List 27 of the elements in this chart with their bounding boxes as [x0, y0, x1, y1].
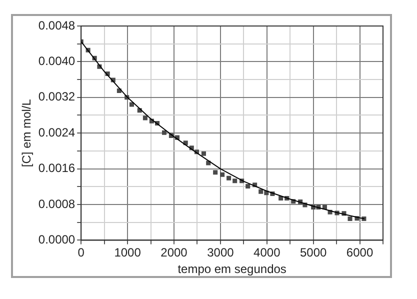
point	[129, 102, 134, 107]
point	[162, 130, 167, 135]
point	[201, 151, 206, 156]
y-tick-label: 0.0008	[38, 196, 76, 211]
y-tick-label: 0.0048	[38, 18, 76, 32]
x-tick-label: 4000	[254, 246, 281, 260]
x-tick-label: 3000	[207, 246, 234, 260]
y-tick-label: 0.0024	[38, 125, 76, 140]
y-tick-label: 0.0032	[38, 90, 76, 104]
x-tick-label: 0	[78, 246, 85, 260]
point	[232, 178, 238, 184]
y-tick-label: 0.0040	[38, 54, 76, 68]
x-tick-label: 1000	[114, 246, 142, 260]
point	[142, 116, 148, 120]
x-tick-label: 5000	[300, 246, 327, 260]
point	[258, 189, 264, 194]
y-axis-title: [C] em mol/L	[20, 98, 34, 168]
x-axis-title: tempo em segundos	[178, 262, 286, 276]
x-tick-label: 6000	[346, 246, 374, 260]
point	[220, 172, 225, 177]
point	[226, 176, 232, 180]
point	[246, 184, 250, 188]
point	[348, 216, 352, 222]
x-tick-label: 2000	[160, 246, 188, 260]
y-tick-label: 0.0000	[38, 232, 76, 247]
point	[213, 170, 218, 175]
y-tick-label: 0.0016	[38, 161, 76, 176]
